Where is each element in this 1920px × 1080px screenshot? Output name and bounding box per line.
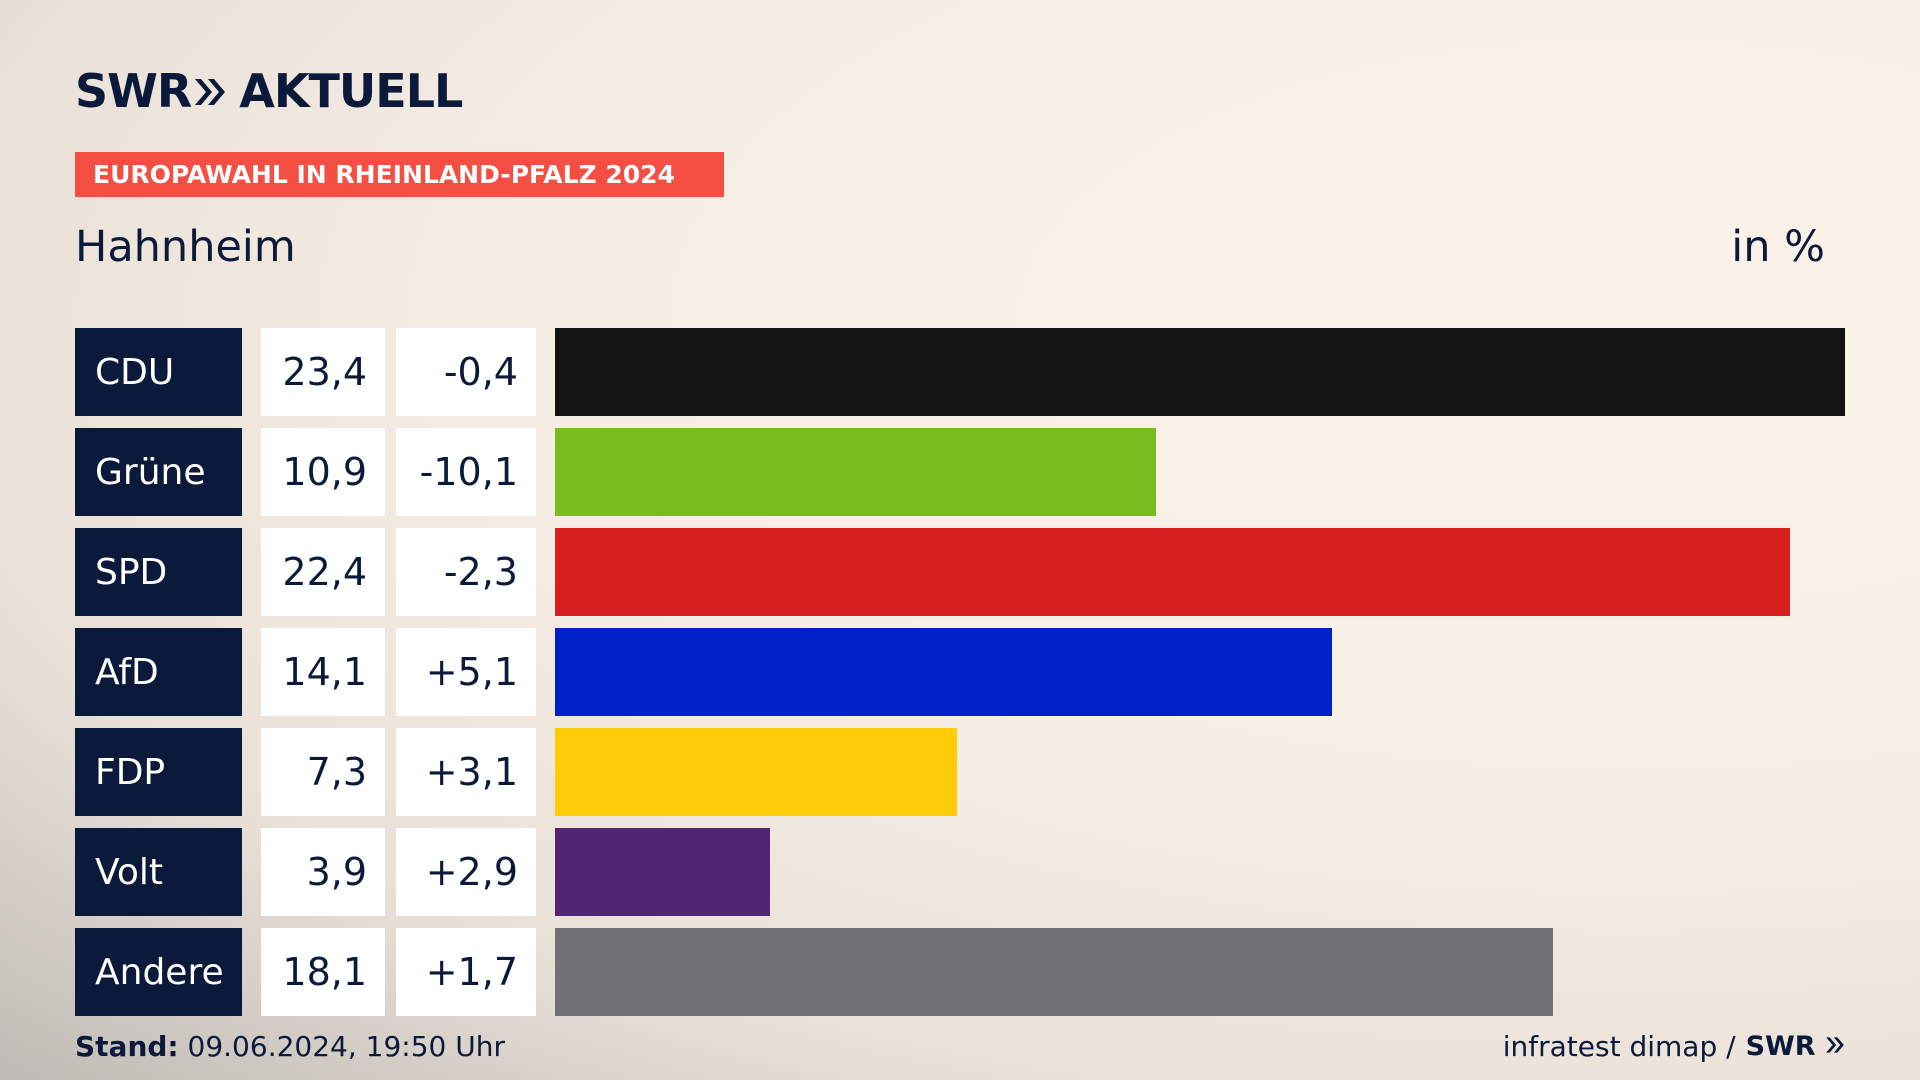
logo-swr-text: SWR xyxy=(75,64,192,118)
party-label: FDP xyxy=(75,728,242,816)
party-label: SPD xyxy=(75,528,242,616)
result-bar xyxy=(555,328,1845,416)
result-bar xyxy=(555,428,1156,516)
result-bar xyxy=(555,728,957,816)
source-text: infratest dimap / xyxy=(1502,1030,1736,1063)
unit-label: in % xyxy=(1731,222,1825,272)
change-label: +5,1 xyxy=(396,628,536,716)
change-label: +2,9 xyxy=(396,828,536,916)
change-label: +1,7 xyxy=(396,928,536,1016)
party-label: Grüne xyxy=(75,428,242,516)
vote-share-label: 10,9 xyxy=(261,428,385,516)
change-label: -0,4 xyxy=(396,328,536,416)
result-bar xyxy=(555,628,1332,716)
result-row: CDU 23,4 -0,4 xyxy=(0,328,1920,416)
stand-value: 09.06.2024, 19:50 Uhr xyxy=(187,1030,505,1063)
stand-label: Stand: xyxy=(75,1030,179,1063)
vote-share-label: 3,9 xyxy=(261,828,385,916)
vote-share-label: 23,4 xyxy=(261,328,385,416)
result-bar xyxy=(555,528,1790,616)
vote-share-label: 22,4 xyxy=(261,528,385,616)
result-row: Volt 3,9 +2,9 xyxy=(0,828,1920,916)
change-label: -10,1 xyxy=(396,428,536,516)
result-row: FDP 7,3 +3,1 xyxy=(0,728,1920,816)
result-row: SPD 22,4 -2,3 xyxy=(0,528,1920,616)
result-row: Grüne 10,9 -10,1 xyxy=(0,428,1920,516)
mini-logo-text: SWR xyxy=(1745,1031,1816,1062)
swr-mini-logo: SWR xyxy=(1746,1031,1845,1062)
change-label: -2,3 xyxy=(396,528,536,616)
result-row: AfD 14,1 +5,1 xyxy=(0,628,1920,716)
party-label: CDU xyxy=(75,328,242,416)
party-label: AfD xyxy=(75,628,242,716)
mini-chevron-icon xyxy=(1826,1037,1844,1053)
change-label: +3,1 xyxy=(396,728,536,816)
vote-share-label: 14,1 xyxy=(261,628,385,716)
place-title: Hahnheim xyxy=(75,222,296,272)
election-banner: EUROPAWAHL IN RHEINLAND-PFALZ 2024 xyxy=(75,152,724,197)
double-chevron-icon xyxy=(193,64,227,118)
timestamp: Stand: 09.06.2024, 19:50 Uhr xyxy=(75,1030,505,1063)
vote-share-label: 18,1 xyxy=(261,928,385,1016)
logo-aktuell-text: AKTUELL xyxy=(239,64,463,118)
result-bar xyxy=(555,928,1553,1016)
vote-share-label: 7,3 xyxy=(261,728,385,816)
party-label: Andere xyxy=(75,928,242,1016)
source-credit: infratest dimap / SWR xyxy=(1503,1030,1845,1063)
swr-aktuell-logo: SWR AKTUELL xyxy=(75,64,463,118)
result-row: Andere 18,1 +1,7 xyxy=(0,928,1920,1016)
party-label: Volt xyxy=(75,828,242,916)
result-bar xyxy=(555,828,770,916)
